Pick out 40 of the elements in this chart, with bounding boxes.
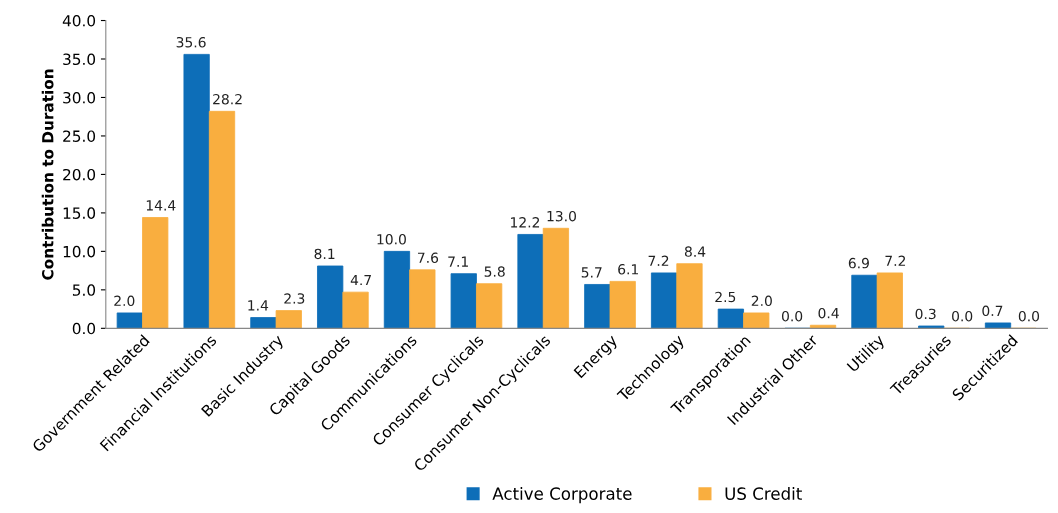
y-tick-label: 40.0	[62, 14, 96, 27]
data-label: 5.7	[581, 267, 602, 278]
data-label: 2.0	[114, 295, 135, 307]
data-label: 6.9	[848, 257, 869, 269]
y-tick-label: 0.0	[72, 322, 96, 335]
data-label: 2.3	[284, 293, 305, 304]
y-tick-label: 35.0	[63, 53, 96, 66]
data-label: 2.5	[715, 291, 736, 303]
data-label: 0.7	[982, 305, 1003, 317]
y-tick-label: 30.0	[63, 91, 96, 104]
y-tick-label: 15.0	[63, 207, 96, 219]
legend-label: Active Corporate	[492, 487, 632, 504]
data-label: 10.0	[377, 234, 406, 245]
data-label: 0.0	[1018, 310, 1040, 322]
y-tick-label: 10.0	[63, 245, 96, 258]
data-label: 2.0	[751, 295, 772, 307]
y-tick-label: 25.0	[63, 130, 96, 142]
data-label: 8.1	[314, 248, 335, 260]
data-label: 6.1	[618, 264, 639, 275]
data-label: 7.1	[448, 256, 468, 267]
y-axis-title: Contribution to Duration	[41, 69, 54, 280]
data-label: 35.6	[176, 37, 206, 48]
data-label: 0.0	[952, 310, 973, 322]
data-label: 14.4	[146, 200, 176, 211]
data-label: 7.2	[885, 255, 906, 266]
y-tick-label: 5.0	[72, 284, 96, 296]
data-label: 7.6	[418, 252, 439, 263]
data-label: 1.4	[248, 300, 269, 311]
data-label: 0.0	[781, 310, 803, 322]
data-label: 0.4	[818, 307, 839, 319]
data-label: 12.2	[511, 217, 540, 228]
y-tick-label: 20.0	[63, 168, 96, 181]
data-label: 13.0	[547, 210, 576, 222]
legend-label: US Credit	[725, 487, 802, 500]
data-label: 7.2	[648, 255, 669, 266]
data-label: 0.3	[915, 308, 936, 320]
data-label: 28.2	[213, 93, 242, 105]
data-label: 4.7	[350, 274, 371, 286]
data-label: 8.4	[684, 246, 706, 257]
data-label: 5.8	[484, 266, 505, 277]
